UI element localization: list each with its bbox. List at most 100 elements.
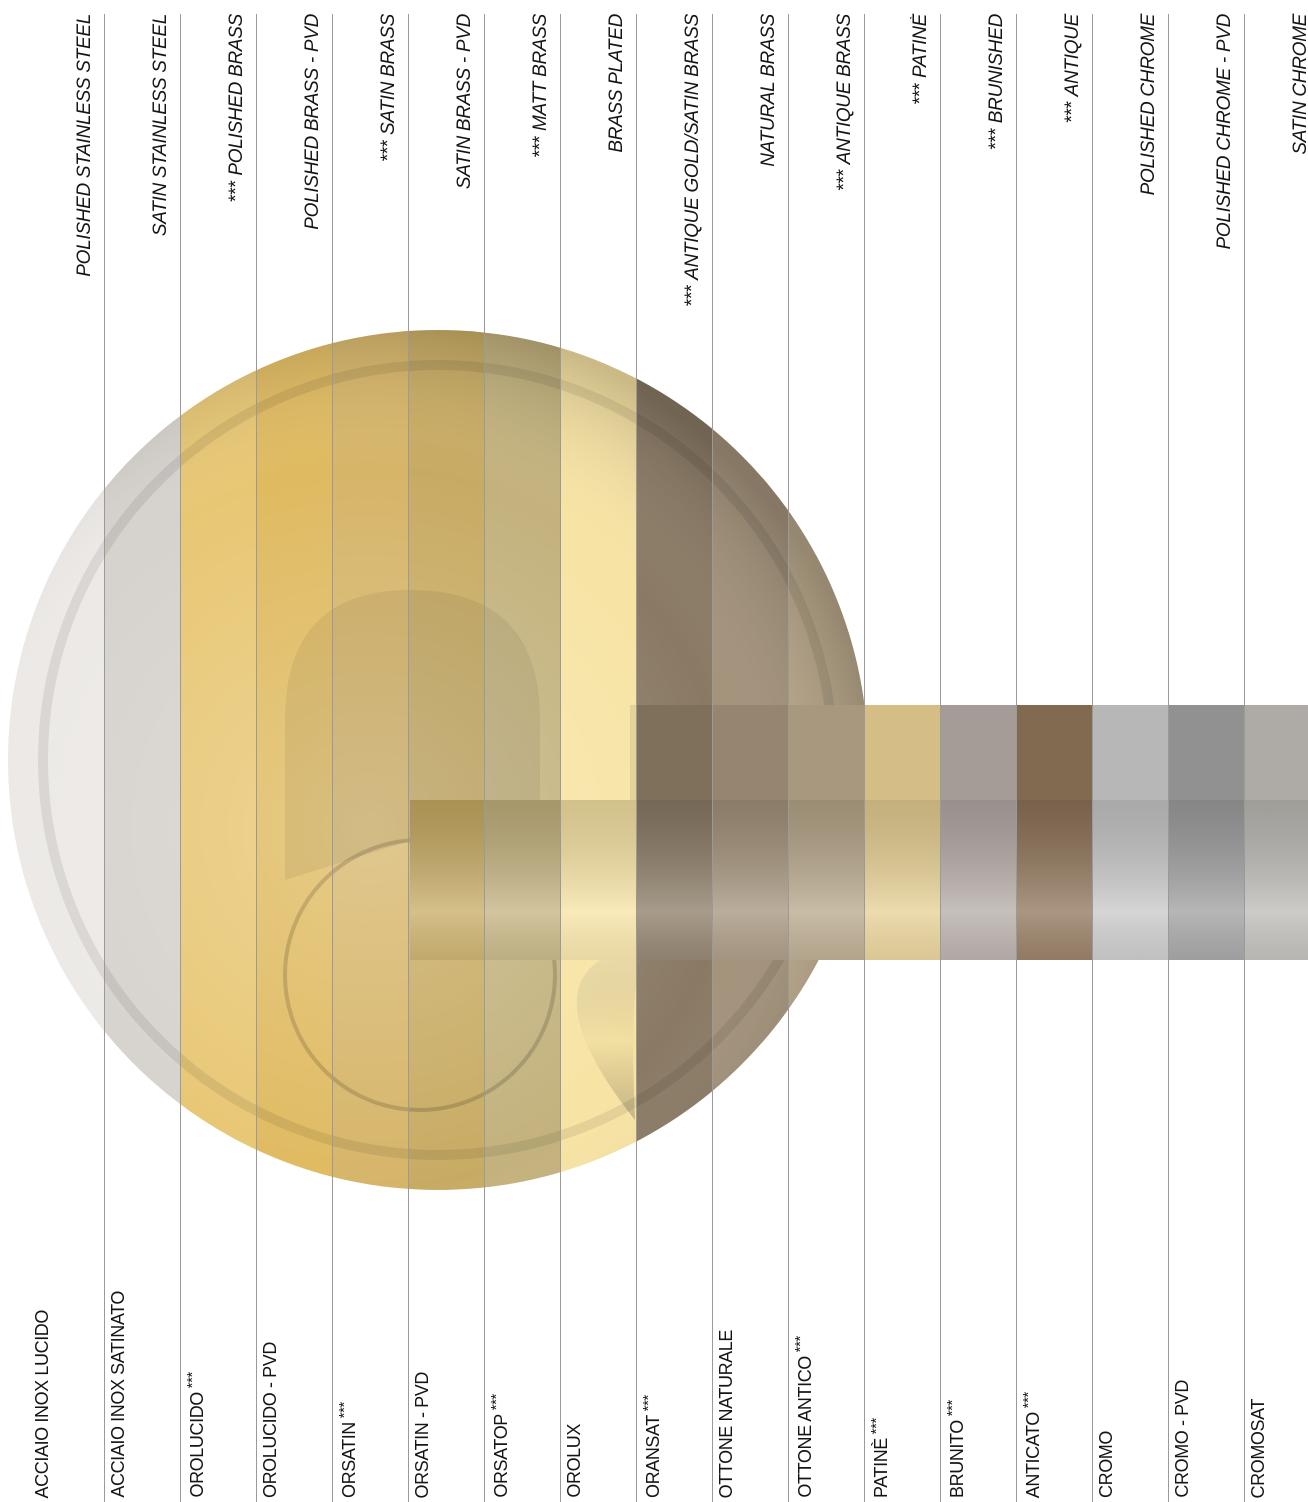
finish-english-text: SATIN STAINLESS STEEL	[150, 14, 171, 237]
finish-column: *** POLISHED BRASS OROLUCIDO ***	[180, 0, 256, 1502]
finish-italian-label: CROMOSAT	[1248, 1399, 1269, 1498]
finish-column: *** SATIN BRASS ORSATIN ***	[332, 0, 408, 1502]
finish-italian-label: CROMO	[1096, 1431, 1117, 1498]
column-divider	[864, 14, 865, 1502]
finish-english-label: *** MATT BRASS	[530, 14, 552, 157]
finish-italian-text: CROMO - PVD	[1172, 1380, 1192, 1498]
finish-italian-text: ACCIAIO INOX SATINATO	[108, 1291, 128, 1498]
premium-stars: ***	[834, 164, 855, 191]
column-divider	[636, 14, 637, 1502]
column-divider	[788, 14, 789, 1502]
finish-column: POLISHED CHROME - PVD CROMO - PVD	[1168, 0, 1244, 1502]
finish-column: BRASS PLATED OROLUX	[560, 0, 636, 1502]
finish-column: *** ANTIQUE GOLD/SATIN BRASS ORANSAT ***	[636, 0, 712, 1502]
finish-column: *** BRUNISHED BRUNITO ***	[940, 0, 1016, 1502]
finish-column: POLISHED CHROME CROMO	[1092, 0, 1168, 1502]
finish-italian-text: ANTICATO	[1023, 1411, 1043, 1498]
finish-english-text: NATURAL BRASS	[758, 14, 779, 167]
finish-italian-text: ORANSAT	[643, 1415, 663, 1498]
premium-stars: ***	[530, 131, 551, 158]
finish-english-label: POLISHED STAINLESS STEEL	[74, 14, 96, 277]
rose-shading	[8, 330, 868, 1190]
finish-italian-text: CROMO	[1096, 1431, 1116, 1498]
finish-italian-text: OTTONE NATURALE	[716, 1329, 736, 1498]
premium-stars: ***	[682, 279, 703, 307]
finish-italian-text: ORSATIN - PVD	[412, 1371, 432, 1498]
finish-italian-text: CROMOSAT	[1248, 1398, 1268, 1498]
finish-english-text: BRASS PLATED	[606, 14, 627, 153]
finish-english-label: *** SATIN BRASS	[378, 14, 400, 161]
finish-english-text: BRUNISHED	[986, 14, 1007, 124]
finish-italian-text: OROLUCIDO	[187, 1392, 207, 1498]
finish-italian-text: PATINÈ	[871, 1438, 891, 1498]
premium-stars: ***	[944, 1400, 961, 1421]
finish-column: *** MATT BRASS ORSATOP ***	[484, 0, 560, 1502]
column-divider	[1092, 14, 1093, 1502]
column-divider	[256, 14, 257, 1502]
premium-stars: ***	[640, 1395, 657, 1416]
finish-english-text: POLISHED BRASS	[226, 14, 247, 176]
finish-column: POLISHED STAINLESS STEEL ACCIAIO INOX LUC…	[28, 0, 104, 1502]
finish-italian-label: ORSATIN - PVD	[412, 1372, 433, 1498]
finish-italian-text: BRUNITO	[947, 1420, 967, 1498]
premium-stars: ***	[792, 1336, 809, 1357]
finish-italian-label: CROMO - PVD	[1172, 1380, 1193, 1498]
finish-english-label: *** BRUNISHED	[986, 14, 1008, 149]
finish-italian-label: OROLUX	[564, 1424, 585, 1498]
finish-english-label: POLISHED CHROME	[1138, 14, 1160, 195]
finish-english-text: ANTIQUE BRASS	[834, 14, 855, 165]
premium-stars: ***	[336, 1402, 353, 1423]
finish-column: SATIN BRASS - PVD ORSATIN - PVD	[408, 0, 484, 1502]
finish-column: *** ANTIQUE ANTICATO ***	[1016, 0, 1092, 1502]
finish-italian-label: OROLUCIDO - PVD	[260, 1342, 281, 1498]
finish-english-text: PATINÈ	[910, 14, 931, 79]
column-divider	[408, 14, 409, 1502]
premium-stars: ***	[1062, 96, 1083, 123]
column-divider	[1168, 14, 1169, 1502]
finish-english-text: MATT BRASS	[530, 14, 551, 131]
finish-english-text: SATIN BRASS - PVD	[454, 14, 475, 190]
finish-english-label: SATIN CHROME	[1290, 14, 1308, 155]
premium-stars: ***	[868, 1417, 885, 1439]
finish-english-text: POLISHED STAINLESS STEEL	[74, 14, 95, 277]
finish-italian-label: OTTONE NATURALE	[716, 1330, 737, 1498]
finish-english-text: SATIN CHROME	[1290, 14, 1308, 155]
column-divider	[560, 14, 561, 1502]
finish-english-label: SATIN BRASS - PVD	[454, 14, 476, 189]
premium-stars: ***	[184, 1372, 201, 1393]
finish-italian-label: ACCIAIO INOX SATINATO	[108, 1291, 129, 1498]
finish-italian-text: OROLUCIDO - PVD	[260, 1341, 280, 1498]
column-divider	[1016, 14, 1017, 1502]
finish-italian-label: OTTONE ANTICO ***	[792, 1336, 816, 1498]
finish-english-label: *** PATINÈ	[910, 14, 932, 104]
premium-stars: ***	[910, 78, 931, 105]
finish-italian-label: ANTICATO ***	[1020, 1392, 1044, 1498]
finish-english-text: POLISHED CHROME - PVD	[1214, 14, 1235, 250]
finish-italian-label: ORSATOP ***	[488, 1394, 512, 1498]
finish-italian-text: OROLUX	[564, 1424, 584, 1498]
finish-column: NATURAL BRASS OTTONE NATURALE	[712, 0, 788, 1502]
finish-italian-label: ORANSAT ***	[640, 1395, 664, 1498]
column-divider	[1244, 14, 1245, 1502]
column-divider	[712, 14, 713, 1502]
finish-column: POLISHED BRASS - PVD OROLUCIDO - PVD	[256, 0, 332, 1502]
finish-english-text: SATIN BRASS	[378, 14, 399, 135]
finish-column: SATIN CHROME CROMOSAT	[1244, 0, 1308, 1502]
finish-english-text: ANTIQUE	[1062, 14, 1083, 97]
finish-italian-text: ORSATOP	[491, 1414, 511, 1498]
premium-stars: ***	[986, 123, 1007, 150]
finish-english-label: SATIN STAINLESS STEEL	[150, 14, 172, 236]
finish-column: *** PATINÈ PATINÈ ***	[864, 0, 940, 1502]
finish-italian-label: PATINÈ ***	[868, 1418, 892, 1498]
finish-italian-label: OROLUCIDO ***	[184, 1372, 208, 1498]
lever-top-face	[630, 705, 1308, 800]
finish-english-label: POLISHED BRASS - PVD	[302, 14, 324, 230]
finish-english-label: *** POLISHED BRASS	[226, 14, 248, 202]
finish-english-label: *** ANTIQUE GOLD/SATIN BRASS	[682, 14, 704, 306]
finish-italian-label: ACCIAIO INOX LUCIDO	[32, 1310, 53, 1498]
finish-italian-text: ACCIAIO INOX LUCIDO	[32, 1309, 52, 1498]
finish-english-label: *** ANTIQUE BRASS	[834, 14, 856, 191]
finish-english-text: POLISHED BRASS - PVD	[302, 14, 323, 230]
